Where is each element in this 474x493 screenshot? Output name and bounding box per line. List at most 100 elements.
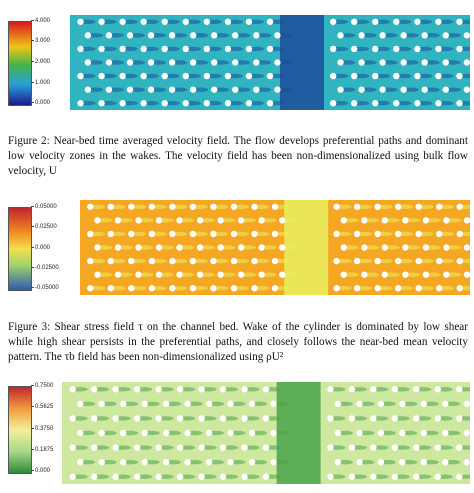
cylinder-marker [337, 59, 344, 66]
colorbar-tick: 0.7500 [31, 383, 53, 389]
cylinder-marker [421, 86, 428, 93]
cylinder-marker [337, 86, 344, 93]
cylinder-marker [402, 244, 409, 251]
cylinder-marker [270, 458, 277, 466]
cylinder-marker [402, 217, 409, 224]
cylinder-marker [211, 59, 218, 66]
cylinder-marker [119, 45, 126, 53]
caption-text-symbols: τb field has been non-dimensionalized us… [64, 351, 284, 363]
colorbar-tick: 4.000 [31, 18, 50, 24]
cylinder-marker [420, 400, 428, 408]
cylinder-marker [105, 32, 113, 39]
cylinder-marker [251, 285, 258, 292]
cylinder-marker [126, 59, 134, 66]
cylinder-marker [435, 45, 442, 53]
cylinder-marker [271, 285, 279, 292]
cylinder-marker [334, 400, 342, 408]
colorbar-shear [8, 207, 32, 291]
cylinder-marker [196, 217, 204, 224]
cylinder-marker [161, 18, 168, 25]
cylinder-marker [278, 244, 286, 251]
cylinder-marker [456, 230, 463, 238]
cylinder-marker [370, 386, 377, 393]
cylinder-marker [126, 32, 134, 39]
cylinder-marker [119, 100, 126, 107]
cylinder-marker [237, 217, 245, 224]
cylinder-marker [148, 257, 156, 265]
colorbar-tick: 0.3750 [31, 426, 53, 432]
cylinder-marker [413, 386, 420, 393]
cylinder-marker [333, 257, 340, 265]
cylinder-marker [189, 230, 197, 238]
cylinder-marker [415, 285, 422, 292]
cylinder-marker [413, 473, 420, 480]
cylinder-marker [251, 257, 258, 265]
cylinder-marker [434, 415, 441, 422]
cylinder-marker [435, 18, 442, 25]
cylinder-marker [414, 45, 421, 53]
colorbar-tick: 2.000 [31, 59, 50, 65]
cylinder-marker [251, 230, 258, 238]
cylinder-marker [399, 400, 406, 408]
cylinder-marker [333, 230, 340, 238]
cylinder-marker [271, 203, 279, 210]
cylinder-marker [245, 72, 253, 80]
cylinder-marker [120, 429, 127, 437]
cylinder-marker [232, 32, 239, 39]
cylinder-marker [399, 429, 406, 437]
cylinder-marker [374, 203, 381, 210]
cylinder-marker [463, 32, 470, 39]
cylinder-marker [361, 244, 368, 251]
cylinder-marker [133, 386, 141, 393]
colorbar-velocity [8, 21, 32, 106]
cylinder-marker [414, 18, 421, 25]
cylinder-marker [436, 257, 443, 265]
cylinder-marker [329, 45, 337, 53]
cylinder-marker [114, 244, 122, 251]
cylinder-marker [98, 100, 105, 107]
cylinder-marker [87, 285, 94, 292]
cylinder-marker [377, 458, 385, 466]
cylinder-marker [148, 203, 156, 210]
cylinder-marker [394, 203, 402, 210]
cylinder-marker [84, 59, 92, 66]
cylinder-marker [128, 285, 135, 292]
cylinder-marker [333, 203, 340, 210]
cylinder-marker [372, 100, 379, 107]
cylinder-marker [270, 400, 277, 408]
cylinder-marker [155, 444, 162, 451]
cylinder-marker [217, 271, 224, 278]
cylinder-marker [135, 271, 142, 278]
cylinder-marker [442, 429, 449, 437]
colorbar-tick: 3.000 [31, 38, 50, 44]
velocity-field-plot [70, 15, 470, 110]
cylinder-marker [91, 386, 98, 393]
cylinder-marker [266, 72, 274, 80]
cylinder-marker [176, 444, 184, 451]
cylinder-marker [266, 100, 274, 107]
cylinder-marker [237, 271, 245, 278]
cylinder-marker [176, 415, 184, 422]
cylinder-marker [219, 386, 227, 393]
cylinder-marker [168, 86, 176, 93]
cylinder-marker [148, 285, 156, 292]
cylinder-marker [463, 429, 470, 437]
cylinder-marker [128, 257, 135, 265]
cylinder-marker [463, 86, 470, 93]
cylinder-marker [203, 72, 211, 80]
cylinder-marker [224, 72, 232, 80]
cylinder-marker [84, 32, 92, 39]
cylinder-marker [262, 415, 270, 422]
cylinder-marker [140, 100, 147, 107]
cylinder-marker [77, 100, 84, 107]
cylinder-marker [463, 59, 470, 66]
cylinder-marker [381, 244, 389, 251]
cylinder-marker [266, 45, 274, 53]
cylinder-marker [120, 400, 127, 408]
cylinder-marker [333, 285, 340, 292]
cylinder-marker [182, 45, 189, 53]
cylinder-marker [262, 444, 270, 451]
cylinder-marker [94, 217, 101, 224]
cylinder-marker [161, 72, 168, 80]
cylinder-marker [169, 285, 176, 292]
